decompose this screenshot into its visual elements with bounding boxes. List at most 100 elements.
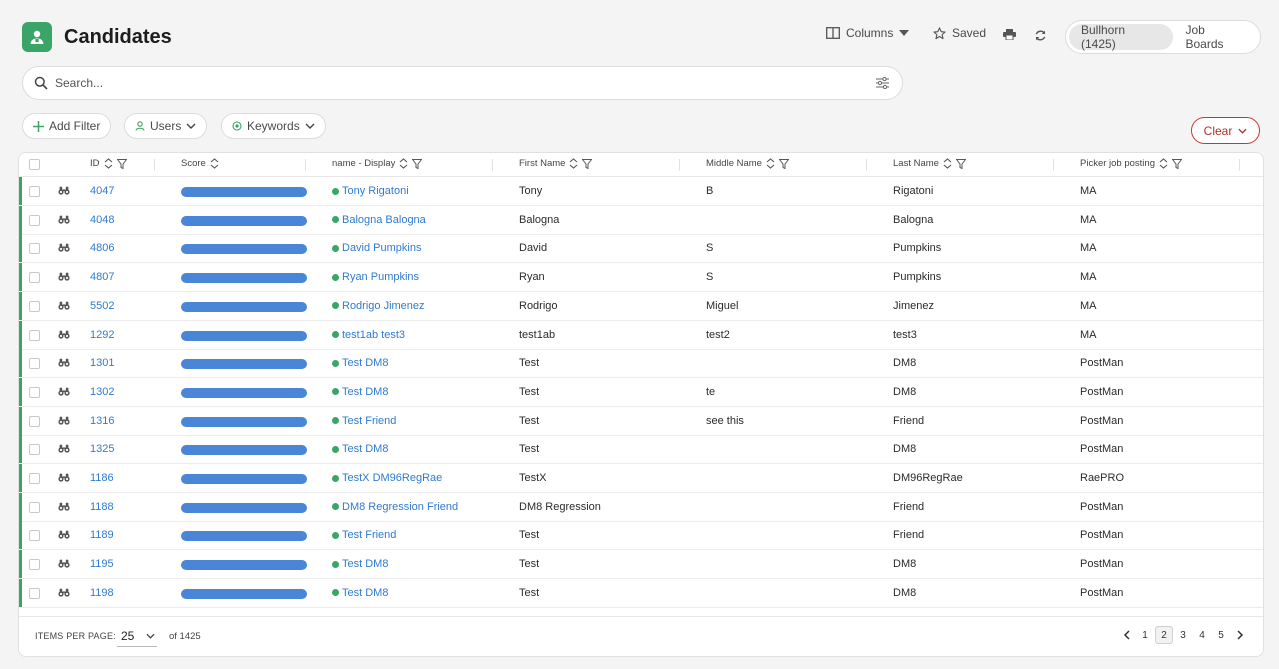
filter-icon[interactable] [116,158,127,169]
keywords-filter[interactable]: Keywords [221,113,326,139]
row-checkbox[interactable] [29,386,40,401]
candidate-name-link[interactable]: Test DM8 [332,443,388,455]
column-separator[interactable] [1239,159,1240,171]
candidate-name-link[interactable]: Test Friend [332,415,396,427]
candidate-name-link[interactable]: David Pumpkins [332,242,421,254]
row-checkbox[interactable] [29,300,40,315]
binoculars-icon[interactable] [58,272,70,284]
row-checkbox[interactable] [29,473,40,487]
row-checkbox[interactable] [29,358,40,372]
sort-icon[interactable] [1159,158,1168,169]
candidate-name-link[interactable]: Test DM8 [332,558,388,570]
sort-icon[interactable] [943,158,952,169]
row-checkbox[interactable] [29,559,40,573]
column-separator[interactable] [866,159,867,171]
columns-button[interactable]: Columns [826,26,910,40]
candidate-id-link[interactable]: 1325 [90,443,115,456]
table-row[interactable]: 1186 TestX DM96RegRae TestX DM96RegRae R… [19,464,1263,493]
select-all-checkbox[interactable] [29,159,40,170]
filter-icon[interactable] [955,158,966,169]
page-4-button[interactable]: 4 [1199,629,1205,641]
page-1-button[interactable]: 1 [1142,629,1148,641]
table-row[interactable]: 1292 test1ab test3 test1ab test2 test3 M… [19,320,1263,350]
row-checkbox[interactable] [29,530,40,544]
sort-icon[interactable] [104,158,113,169]
sort-icon[interactable] [766,158,775,169]
candidate-id-link[interactable]: 1186 [90,472,114,484]
row-checkbox[interactable] [29,186,40,200]
candidate-id-link[interactable]: 1316 [90,414,115,427]
candidate-id-link[interactable]: 4047 [90,185,115,197]
page-5-button[interactable]: 5 [1218,629,1224,641]
candidate-name-link[interactable]: Ryan Pumpkins [332,271,419,283]
search-input[interactable] [55,73,875,93]
row-checkbox[interactable] [29,272,40,286]
column-separator[interactable] [154,159,155,171]
candidate-name-link[interactable]: Balogna Balogna [332,214,426,226]
page-2-button[interactable]: 2 [1155,626,1173,644]
row-checkbox[interactable] [29,415,40,430]
candidate-name-link[interactable]: test1ab test3 [332,329,405,341]
binoculars-icon[interactable] [58,186,70,198]
candidate-id-link[interactable]: 4048 [90,213,115,226]
binoculars-icon[interactable] [58,215,70,227]
sort-icon[interactable] [210,158,219,169]
add-filter-button[interactable]: Add Filter [22,113,112,139]
column-separator[interactable] [305,159,306,171]
candidate-id-link[interactable]: 1292 [90,328,115,341]
filter-icon[interactable] [1171,158,1182,169]
candidate-id-link[interactable]: 1188 [90,500,114,513]
candidate-id-link[interactable]: 4806 [90,242,115,255]
binoculars-icon[interactable] [58,502,70,514]
binoculars-icon[interactable] [58,301,70,313]
row-checkbox[interactable] [29,587,40,602]
sort-icon[interactable] [399,158,408,169]
table-row[interactable]: 1195 Test DM8 Test DM8 PostMan [19,550,1263,580]
candidate-name-link[interactable]: TestX DM96RegRae [332,472,442,484]
column-separator[interactable] [679,159,680,171]
table-row[interactable]: 1325 Test DM8 Test DM8 PostMan [19,435,1263,465]
table-row[interactable]: 4807 Ryan Pumpkins Ryan S Pumpkins MA [19,263,1263,293]
row-checkbox[interactable] [29,214,40,229]
row-checkbox[interactable] [29,444,40,458]
binoculars-icon[interactable] [58,444,70,456]
table-row[interactable]: 4047 Tony Rigatoni Tony B Rigatoni MA [19,177,1263,206]
column-header-first-name[interactable]: First Name [519,158,593,169]
table-row[interactable]: 1198 Test DM8 Test DM8 PostMan [19,578,1263,608]
print-button[interactable] [1003,29,1016,40]
binoculars-icon[interactable] [58,530,70,542]
candidate-id-link[interactable]: 4807 [90,271,115,284]
saved-button[interactable]: Saved [933,26,986,40]
binoculars-icon[interactable] [58,559,70,571]
binoculars-icon[interactable] [58,588,70,600]
binoculars-icon[interactable] [58,473,70,485]
binoculars-icon[interactable] [58,330,70,342]
sort-icon[interactable] [569,158,578,169]
table-row[interactable]: 1301 Test DM8 Test DM8 PostMan [19,349,1263,379]
binoculars-icon[interactable] [58,416,70,428]
tab-job-boards[interactable]: Job Boards [1185,23,1224,51]
candidate-name-link[interactable]: Rodrigo Jimenez [332,300,425,312]
previous-page-button[interactable] [1117,626,1135,644]
filter-icon[interactable] [412,158,423,169]
page-3-button[interactable]: 3 [1180,629,1186,641]
row-checkbox[interactable] [29,243,40,257]
table-row[interactable]: 1316 Test Friend Test see this Friend Po… [19,406,1263,436]
refresh-button[interactable] [1034,29,1047,42]
table-row[interactable]: 4048 Balogna Balogna Balogna Balogna MA [19,205,1263,235]
candidate-name-link[interactable]: DM8 Regression Friend [332,501,458,513]
row-checkbox[interactable] [29,329,40,344]
clear-button[interactable]: Clear [1191,117,1260,144]
candidate-name-link[interactable]: Test DM8 [332,357,388,369]
users-filter[interactable]: Users [124,113,208,139]
candidate-id-link[interactable]: 1195 [90,558,114,571]
table-row[interactable]: 1189 Test Friend Test Friend PostMan [19,521,1263,551]
binoculars-icon[interactable] [58,358,70,370]
table-row[interactable]: 1302 Test DM8 Test te DM8 PostMan [19,377,1263,407]
row-checkbox[interactable] [29,501,40,516]
candidate-id-link[interactable]: 5502 [90,299,115,312]
table-row[interactable]: 1188 DM8 Regression Friend DM8 Regressio… [19,492,1263,522]
items-per-page-select[interactable]: 25 [117,625,157,647]
candidate-name-link[interactable]: Test DM8 [332,587,388,599]
column-header-middle-name[interactable]: Middle Name [706,158,789,169]
